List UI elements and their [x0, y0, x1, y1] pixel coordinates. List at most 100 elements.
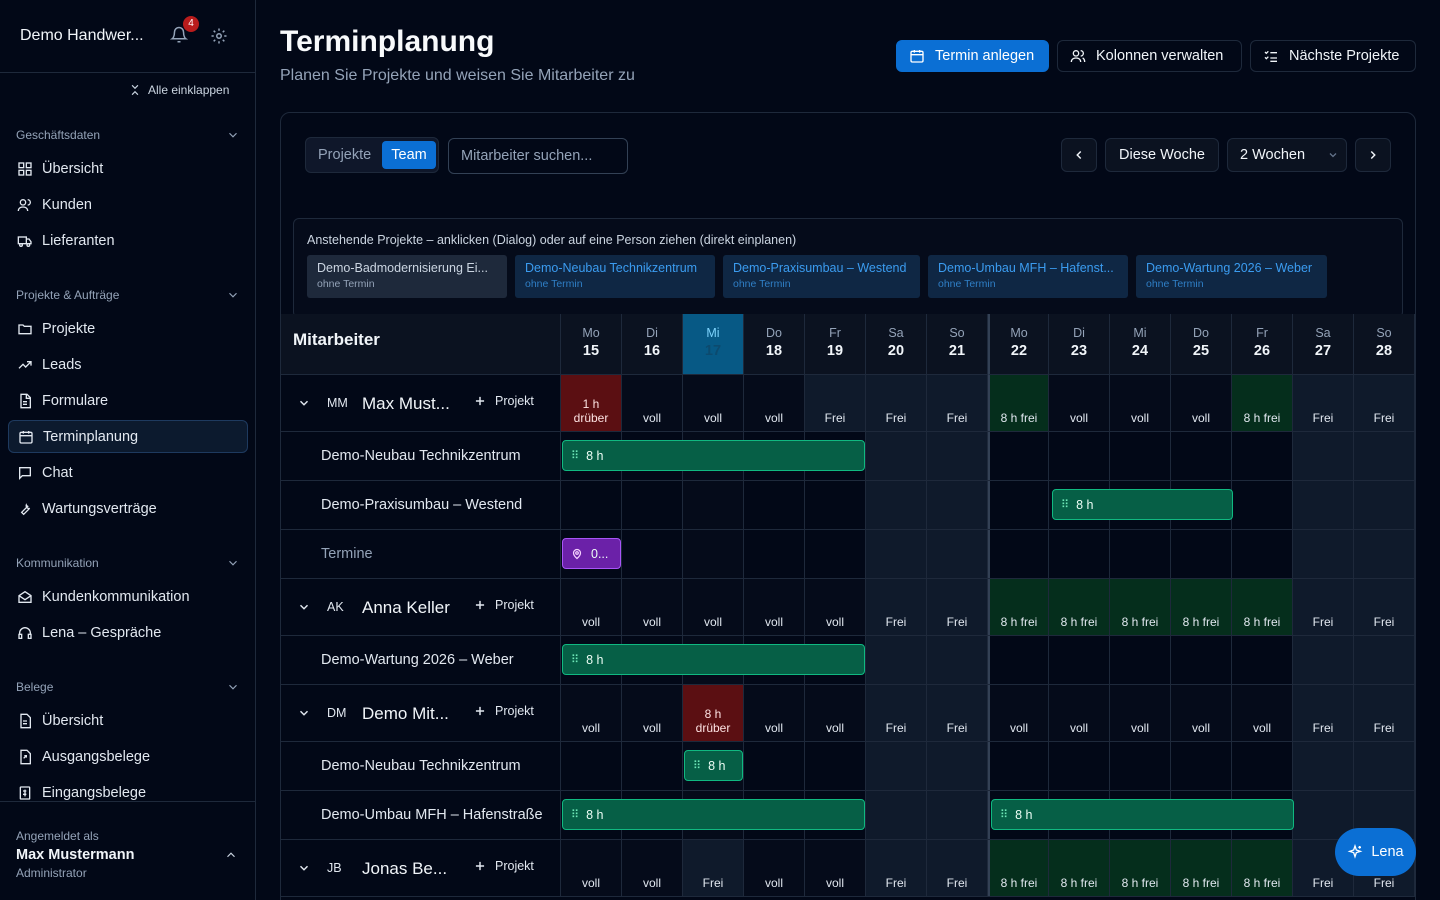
- drag-handle-icon[interactable]: ⠿: [571, 809, 579, 821]
- schedule-cell[interactable]: [1354, 742, 1415, 790]
- create-appointment-button[interactable]: Termin anlegen: [896, 40, 1049, 72]
- schedule-cell[interactable]: [1354, 530, 1415, 578]
- pending-project-chip[interactable]: Demo-Wartung 2026 – Weber ohne Termin: [1136, 255, 1327, 298]
- assignment-bar[interactable]: ⠿ 8 h: [684, 750, 743, 781]
- schedule-cell[interactable]: [622, 481, 683, 529]
- schedule-cell[interactable]: [866, 636, 927, 684]
- assignment-bar[interactable]: ⠿ 8 h: [562, 644, 865, 675]
- drag-handle-icon[interactable]: ⠿: [1061, 499, 1069, 511]
- capacity-cell[interactable]: Frei: [927, 579, 988, 635]
- add-project-button[interactable]: Projekt: [473, 394, 534, 408]
- capacity-cell[interactable]: Frei: [927, 685, 988, 741]
- schedule-cell[interactable]: [1354, 481, 1415, 529]
- schedule-cell[interactable]: [1354, 636, 1415, 684]
- capacity-cell[interactable]: 8 h frei: [1110, 579, 1171, 635]
- capacity-cell[interactable]: 8 h frei: [1110, 840, 1171, 896]
- capacity-cell[interactable]: 8 h frei: [1171, 579, 1232, 635]
- schedule-cell[interactable]: [988, 530, 1049, 578]
- next-projects-button[interactable]: Nächste Projekte: [1250, 40, 1416, 72]
- schedule-cell[interactable]: [1049, 636, 1110, 684]
- capacity-cell[interactable]: Frei: [1354, 685, 1415, 741]
- sidebar-group-header[interactable]: Belege: [16, 680, 240, 694]
- chevron-down-icon[interactable]: [297, 396, 311, 410]
- schedule-cell[interactable]: [1232, 530, 1293, 578]
- next-button[interactable]: [1355, 138, 1391, 172]
- schedule-cell[interactable]: [1293, 432, 1354, 480]
- sidebar-item-terminplanung[interactable]: Terminplanung: [8, 420, 248, 453]
- pending-project-chip[interactable]: Demo-Umbau MFH – Hafenst... ohne Termin: [928, 255, 1128, 298]
- capacity-cell[interactable]: Frei: [927, 375, 988, 431]
- schedule-cell[interactable]: [1171, 742, 1232, 790]
- sidebar-item-leads[interactable]: Leads: [8, 348, 248, 381]
- schedule-cell[interactable]: [1293, 481, 1354, 529]
- sidebar-item-übersicht[interactable]: Übersicht: [8, 152, 248, 185]
- sidebar-item-kunden[interactable]: Kunden: [8, 188, 248, 221]
- schedule-cell[interactable]: [1354, 432, 1415, 480]
- chevron-down-icon[interactable]: [297, 706, 311, 720]
- schedule-cell[interactable]: [1293, 742, 1354, 790]
- add-project-button[interactable]: Projekt: [473, 704, 534, 718]
- capacity-cell[interactable]: 8 h frei: [1232, 375, 1293, 431]
- capacity-cell[interactable]: voll: [1232, 685, 1293, 741]
- schedule-cell[interactable]: [1110, 530, 1171, 578]
- schedule-cell[interactable]: [805, 481, 866, 529]
- capacity-cell[interactable]: 1 h drüber: [561, 375, 622, 431]
- capacity-cell[interactable]: voll: [1110, 375, 1171, 431]
- schedule-cell[interactable]: [1171, 636, 1232, 684]
- capacity-cell[interactable]: Frei: [1293, 579, 1354, 635]
- schedule-cell[interactable]: [1049, 432, 1110, 480]
- schedule-cell[interactable]: [927, 481, 988, 529]
- add-project-button[interactable]: Projekt: [473, 598, 534, 612]
- sidebar-item-übersicht[interactable]: Übersicht: [8, 704, 248, 737]
- drag-handle-icon[interactable]: ⠿: [571, 654, 579, 666]
- sidebar-item-lena-gespräche[interactable]: Lena – Gespräche: [8, 616, 248, 649]
- schedule-cell[interactable]: [1110, 432, 1171, 480]
- collapse-all-button[interactable]: Alle einklappen: [128, 83, 229, 97]
- schedule-cell[interactable]: [866, 432, 927, 480]
- schedule-cell[interactable]: [988, 742, 1049, 790]
- sidebar-item-projekte[interactable]: Projekte: [8, 312, 248, 345]
- assignment-bar[interactable]: ⠿ 8 h: [562, 799, 865, 830]
- chevron-down-icon[interactable]: [297, 861, 311, 875]
- capacity-cell[interactable]: voll: [622, 685, 683, 741]
- capacity-cell[interactable]: Frei: [866, 375, 927, 431]
- pending-project-chip[interactable]: Demo-Praxisumbau – Westend ohne Termin: [723, 255, 920, 298]
- schedule-cell[interactable]: [927, 742, 988, 790]
- schedule-cell[interactable]: [988, 432, 1049, 480]
- schedule-cell[interactable]: [866, 530, 927, 578]
- this-week-button[interactable]: Diese Woche: [1105, 138, 1219, 172]
- sidebar-group-header[interactable]: Kommunikation: [16, 556, 240, 570]
- schedule-cell[interactable]: [1171, 530, 1232, 578]
- capacity-cell[interactable]: 8 h frei: [988, 579, 1049, 635]
- schedule-cell[interactable]: [1232, 636, 1293, 684]
- schedule-cell[interactable]: [1171, 432, 1232, 480]
- schedule-cell[interactable]: [805, 530, 866, 578]
- capacity-cell[interactable]: Frei: [927, 840, 988, 896]
- sidebar-item-eingangsbelege[interactable]: Eingangsbelege: [8, 776, 248, 809]
- schedule-cell[interactable]: [1049, 530, 1110, 578]
- employee-name[interactable]: Demo Mit...: [362, 704, 449, 723]
- schedule-cell[interactable]: [622, 530, 683, 578]
- capacity-cell[interactable]: voll: [744, 685, 805, 741]
- capacity-cell[interactable]: 8 h frei: [1049, 840, 1110, 896]
- capacity-cell[interactable]: Frei: [805, 375, 866, 431]
- schedule-cell[interactable]: [1049, 742, 1110, 790]
- capacity-cell[interactable]: voll: [988, 685, 1049, 741]
- capacity-cell[interactable]: voll: [622, 840, 683, 896]
- sidebar-item-kundenkommunikation[interactable]: Kundenkommunikation: [8, 580, 248, 613]
- schedule-cell[interactable]: [1232, 742, 1293, 790]
- schedule-cell[interactable]: [1293, 791, 1354, 839]
- sidebar-item-ausgangsbelege[interactable]: Ausgangsbelege: [8, 740, 248, 773]
- company-name[interactable]: Demo Handwer...: [20, 27, 144, 44]
- capacity-cell[interactable]: voll: [744, 579, 805, 635]
- capacity-cell[interactable]: voll: [805, 685, 866, 741]
- schedule-cell[interactable]: [866, 481, 927, 529]
- schedule-cell[interactable]: [744, 481, 805, 529]
- drag-handle-icon[interactable]: ⠿: [693, 760, 701, 772]
- capacity-cell[interactable]: voll: [683, 579, 744, 635]
- chevron-down-icon[interactable]: [297, 600, 311, 614]
- employee-search-input[interactable]: [448, 138, 628, 174]
- tab-team[interactable]: Team: [382, 141, 436, 169]
- assignment-bar[interactable]: ⠿ 8 h: [1052, 489, 1233, 520]
- user-box[interactable]: Angemeldet als Max Mustermann Administra…: [0, 801, 255, 900]
